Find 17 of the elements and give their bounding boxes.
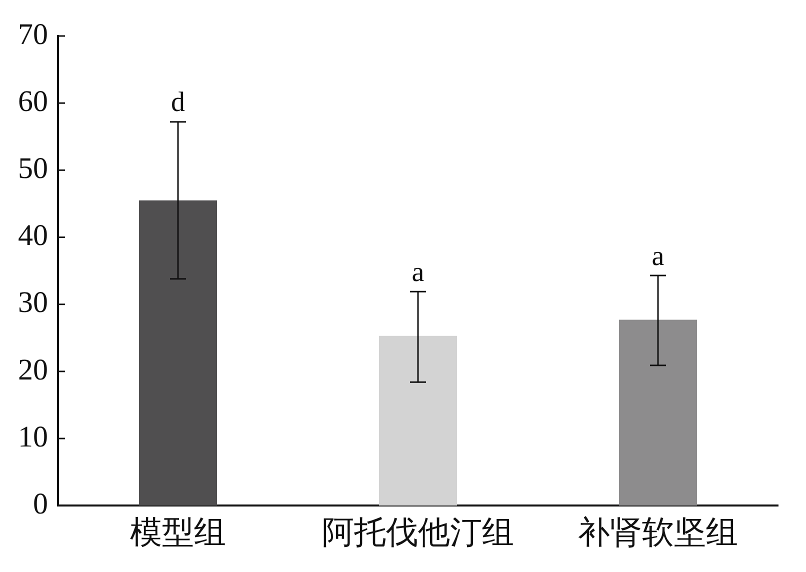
- y-tick-label: 70: [18, 18, 48, 51]
- annotation: a: [412, 256, 425, 288]
- y-tick-label: 20: [18, 353, 48, 386]
- x-tick-label: 阿托伐他汀组: [322, 514, 514, 550]
- x-tick-label: 补肾软坚组: [578, 514, 738, 550]
- annotation: d: [171, 87, 185, 118]
- bar: [379, 336, 457, 506]
- y-tick-label: 30: [18, 286, 48, 320]
- bar: [619, 320, 697, 506]
- bar: [139, 200, 217, 506]
- x-tick-label: 模型组: [130, 514, 226, 550]
- y-tick-label: 10: [18, 420, 48, 454]
- annotation: a: [652, 240, 665, 272]
- y-tick-label: 60: [18, 84, 48, 118]
- y-tick-label: 40: [18, 219, 48, 252]
- y-tick-label: 0: [33, 487, 48, 520]
- y-tick-label: 50: [18, 152, 48, 186]
